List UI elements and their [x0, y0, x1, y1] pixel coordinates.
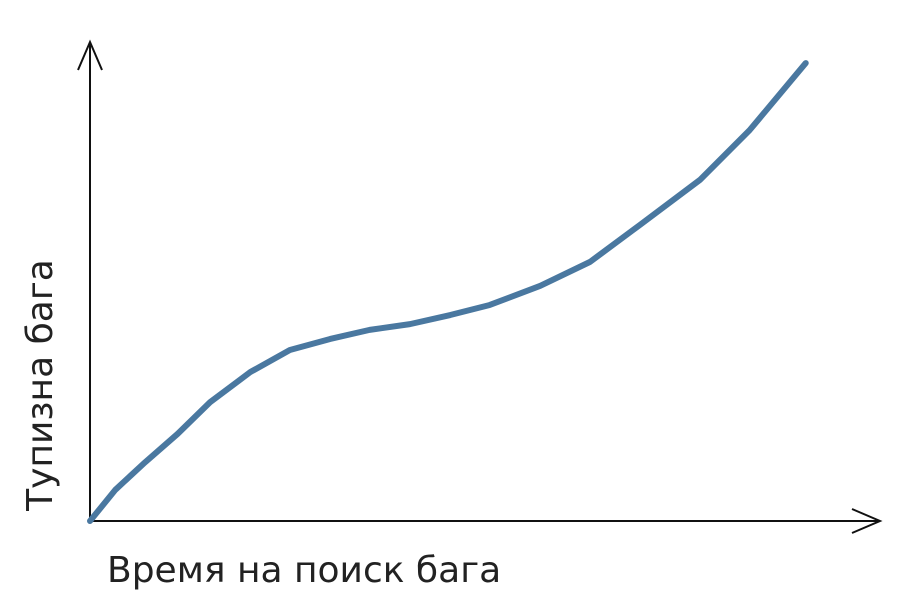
y-axis-label: Тупизна бага	[20, 259, 61, 512]
y-axis-arrow	[77, 39, 103, 71]
x-axis-label: Время на поиск бага	[107, 550, 501, 591]
x-axis-arrow	[851, 508, 883, 534]
data-line	[87, 60, 809, 524]
